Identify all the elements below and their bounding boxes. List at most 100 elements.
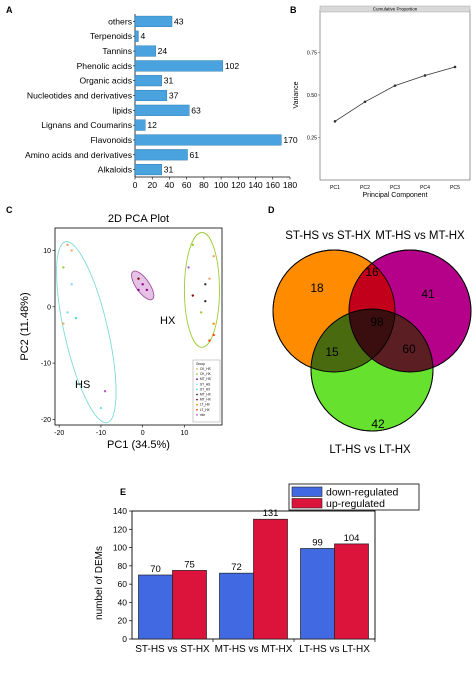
panel-b-x-tick-label-0: PC1 bbox=[330, 185, 340, 191]
panel-c-legend-marker-7 bbox=[196, 403, 198, 406]
panel-a-category-label-9: Amino acids and derivatives bbox=[25, 150, 132, 160]
panel-a-bar-1 bbox=[134, 30, 139, 42]
panel-c-legend-marker-5 bbox=[196, 393, 198, 396]
panel-b-title: Cumulative Proportion bbox=[373, 7, 418, 12]
panel-d-count-st-lt: 15 bbox=[325, 345, 339, 359]
panel-c-x-tick-label-0: -20 bbox=[54, 430, 64, 437]
panel-c-point-5 bbox=[74, 316, 78, 320]
panel-e-y-tick-label-4: 80 bbox=[118, 561, 128, 571]
panel-d-count-all: 98 bbox=[370, 315, 384, 329]
panel-b-x-tick-label-4: PC5 bbox=[450, 185, 460, 191]
panel-c-point-8 bbox=[99, 406, 103, 410]
panel-e-y-tick-label-0: 0 bbox=[122, 634, 127, 644]
panel-c-legend-label-9: mix bbox=[200, 413, 205, 417]
panel-c-legend-marker-9 bbox=[196, 414, 198, 416]
panel-c-point-10 bbox=[137, 288, 140, 292]
panel-c-point-1 bbox=[70, 249, 73, 252]
panel-d-triple-clip-inner bbox=[349, 309, 395, 372]
panel-a-value-label-7: 12 bbox=[147, 120, 157, 130]
panel-e-value-label-1-0: 72 bbox=[231, 562, 242, 573]
panel-a-x-tick-label-6: 120 bbox=[231, 180, 246, 190]
panel-letter-d: D bbox=[268, 205, 275, 215]
panel-a-category-label-7: Lignans and Coumarins bbox=[41, 120, 132, 130]
panel-c-x-tick-label-1: -10 bbox=[96, 430, 106, 437]
panel-a-category-label-3: Phenolic acids bbox=[77, 61, 132, 71]
panel-a-category-label-10: Alkaloids bbox=[98, 165, 132, 175]
panel-b-x-tick-label-2: PC3 bbox=[390, 185, 400, 191]
panel-c-y-axis-label: PC2 (11.48%) bbox=[19, 292, 31, 360]
panel-a-bar-6 bbox=[134, 104, 190, 116]
panel-e-bar-0-0 bbox=[138, 574, 173, 640]
panel-a-x-tick-label-0: 0 bbox=[133, 180, 138, 190]
panel-e-category-label-0: ST-HS vs ST-HX bbox=[135, 644, 210, 655]
panel-c-legend-marker-8 bbox=[196, 408, 198, 411]
panel-e-y-tick-label-2: 40 bbox=[118, 597, 128, 607]
panel-b-point-2 bbox=[393, 84, 397, 87]
panel-e-category-label-1: MT-HS vs MT-HX bbox=[215, 644, 293, 655]
panel-letter-b: B bbox=[290, 5, 297, 15]
panel-c-point-0 bbox=[66, 243, 69, 247]
panel-c-y-tick-label-1: 0 bbox=[47, 304, 51, 311]
panel-c-point-11 bbox=[141, 283, 144, 286]
panel-e-y-axis-label: numbel of DEMs bbox=[94, 546, 105, 620]
panel-a-bar-9 bbox=[134, 149, 188, 161]
panel-e-legend-label-0: down-regulated bbox=[326, 487, 399, 499]
panel-c-legend-marker-2 bbox=[196, 378, 198, 381]
panel-e-value-label-2-1: 104 bbox=[344, 533, 360, 544]
panel-b-line-chart: B Cumulative Proportion PC1 PC2 PC3 PC4 PC5 0.… bbox=[290, 5, 471, 199]
panel-c-point-3 bbox=[70, 283, 73, 286]
panel-c-legend-marker-4 bbox=[196, 388, 198, 391]
panel-a-bar-3 bbox=[134, 60, 224, 72]
panel-e-bar-1-0 bbox=[219, 572, 254, 640]
panel-a-x-tick-label-2: 40 bbox=[165, 180, 175, 190]
panel-e-y-tick-label-3: 60 bbox=[118, 579, 128, 589]
panel-c-point-14 bbox=[212, 254, 215, 258]
panel-a-category-label-0: others bbox=[108, 16, 132, 26]
panel-c-point-6 bbox=[62, 322, 65, 325]
panel-e-y-tick-label-1: 20 bbox=[118, 616, 128, 626]
panel-c-point-23 bbox=[208, 339, 211, 342]
panel-e-bar-1-1 bbox=[253, 518, 288, 640]
panel-d-count-mt-lt: 60 bbox=[402, 342, 416, 356]
panel-c-point-12 bbox=[145, 288, 149, 292]
panel-c-pca-plot: C 2D PCA Plot -20 -10 0 10 10 0 -10 -20 PC1 (34.5… bbox=[6, 205, 223, 451]
panel-c-point-2 bbox=[62, 266, 65, 269]
panel-c-legend-label-8: LT_HX bbox=[200, 408, 211, 412]
panel-c-legend-marker-6 bbox=[196, 398, 198, 401]
panel-c-legend-marker-1 bbox=[196, 373, 198, 375]
panel-c-legend-marker-3 bbox=[196, 383, 198, 386]
panel-a-x-tick-label-4: 80 bbox=[199, 180, 209, 190]
panel-e-bar-2-0 bbox=[300, 548, 335, 640]
panel-a-bar-7 bbox=[134, 119, 146, 131]
panel-c-legend-label-3: ST_HS bbox=[200, 382, 210, 386]
panel-a-bar-8 bbox=[134, 134, 282, 146]
panel-a-category-label-8: Flavonoids bbox=[90, 135, 132, 145]
panel-c-point-13 bbox=[191, 243, 194, 247]
panel-a-category-label-1: Terpenoids bbox=[90, 31, 132, 41]
panel-c-y-tick-label-0: 10 bbox=[43, 248, 51, 255]
panel-a-x-tick-label-1: 20 bbox=[147, 180, 157, 190]
panel-c-ellipse-hx bbox=[183, 232, 220, 348]
panel-e-bar-0-1 bbox=[172, 570, 207, 640]
panel-e-value-label-2-0: 99 bbox=[312, 537, 323, 548]
panel-e-y-tick-label-7: 140 bbox=[113, 506, 127, 516]
panel-c-legend-title: Group bbox=[196, 362, 205, 366]
panel-c-point-9 bbox=[137, 277, 140, 280]
panel-a-value-label-1: 4 bbox=[140, 31, 145, 41]
panel-a-category-label-6: lipids bbox=[112, 105, 132, 115]
panel-c-legend-label-4: ST_HX bbox=[200, 387, 211, 391]
panel-e-value-label-0-1: 75 bbox=[184, 559, 195, 570]
panel-d-count-st-mt: 16 bbox=[365, 265, 379, 279]
panel-d-set-label-2: LT-HS vs LT-HX bbox=[329, 444, 411, 456]
panel-b-title-strip bbox=[319, 5, 471, 13]
panel-a-x-tick-label-8: 160 bbox=[266, 180, 281, 190]
panel-e-legend-label-1: up-regulated bbox=[326, 498, 385, 510]
panel-b-y-axis-label: Variance bbox=[293, 81, 300, 108]
panel-letter-c: C bbox=[6, 205, 13, 215]
panel-c-legend-label-5: MT_HX bbox=[200, 393, 212, 397]
panel-c-ellipse-hs bbox=[56, 241, 117, 424]
panel-a-bar-chart: A others 43 Terpenoids 4 Tannins 24 Phenolic a… bbox=[6, 5, 298, 190]
panel-c-point-20 bbox=[199, 311, 203, 314]
panel-c-frame bbox=[54, 227, 223, 426]
